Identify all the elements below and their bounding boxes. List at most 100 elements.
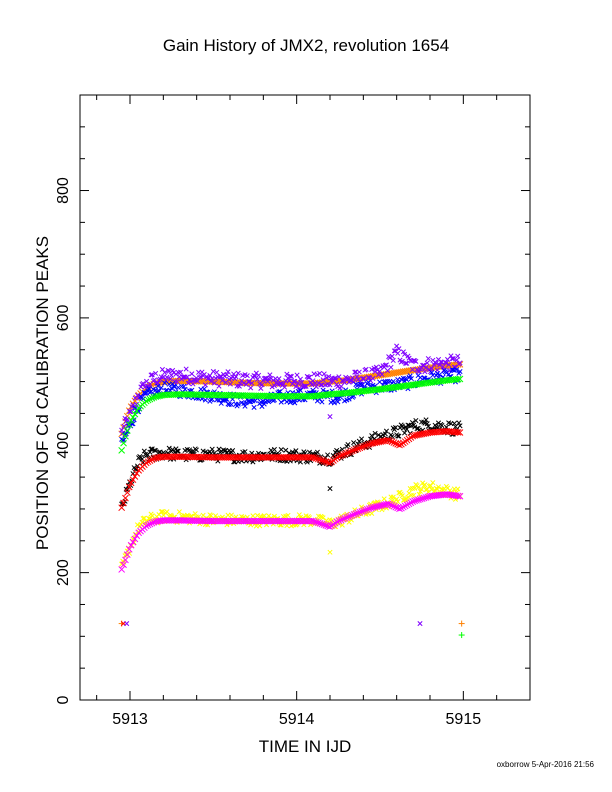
marker-stroke	[306, 374, 313, 380]
marker-stroke	[424, 360, 430, 366]
marker-stroke	[271, 446, 277, 453]
marker-stroke	[270, 377, 276, 383]
scatter-point	[429, 370, 435, 376]
marker-stroke	[377, 368, 383, 374]
marker-stroke	[353, 381, 359, 388]
marker-stroke	[150, 386, 156, 392]
marker-stroke	[146, 386, 152, 392]
scatter-point	[254, 376, 261, 382]
marker-stroke	[159, 509, 165, 515]
marker-stroke	[365, 379, 371, 385]
fit-point	[150, 394, 158, 401]
scatter-point	[292, 400, 298, 406]
scatter-point	[181, 383, 187, 390]
marker-stroke	[228, 512, 234, 518]
marker-stroke	[292, 400, 298, 406]
scatter-point	[356, 369, 362, 375]
marker-stroke	[287, 373, 293, 379]
marker-stroke	[418, 419, 425, 425]
scatter-point	[320, 515, 326, 521]
scatter-point	[147, 449, 153, 455]
fit-point	[392, 440, 400, 447]
marker-stroke	[335, 453, 343, 460]
y-tick-label: 600	[55, 304, 72, 331]
marker-stroke	[361, 376, 367, 382]
marker-stroke	[388, 438, 396, 446]
marker-stroke	[267, 372, 273, 378]
fit-point	[144, 458, 152, 466]
marker-stroke	[450, 367, 456, 373]
marker-stroke	[162, 369, 168, 376]
marker-stroke	[294, 372, 300, 378]
marker-stroke	[166, 445, 172, 451]
marker-stroke	[365, 440, 373, 448]
marker-stroke	[155, 383, 161, 389]
fit-point	[127, 479, 135, 487]
marker-stroke	[331, 400, 337, 406]
marker-stroke	[158, 374, 164, 380]
marker-stroke	[208, 378, 214, 384]
scatter-point	[446, 362, 452, 368]
marker-stroke	[146, 395, 154, 403]
scatter-point	[382, 431, 388, 437]
scatter-point	[382, 362, 388, 368]
marker-stroke	[446, 420, 452, 426]
marker-stroke	[349, 375, 356, 381]
scatter-point	[271, 446, 277, 453]
marker-stroke	[351, 379, 357, 385]
marker-stroke	[377, 379, 383, 385]
marker-stroke	[151, 447, 158, 453]
scatter-point	[354, 374, 360, 380]
marker-stroke	[131, 397, 139, 405]
scatter-point	[222, 448, 228, 454]
marker-stroke	[271, 383, 277, 389]
marker-stroke	[359, 381, 365, 388]
marker-stroke	[222, 448, 228, 454]
scatter-point	[185, 380, 191, 386]
scatter-point	[230, 448, 236, 454]
fit-point	[125, 483, 133, 491]
fit-point	[148, 394, 156, 402]
marker-stroke	[422, 420, 428, 426]
scatter-point	[392, 424, 399, 431]
marker-stroke	[425, 423, 431, 429]
scatter-point	[360, 376, 366, 382]
marker-stroke	[320, 387, 326, 393]
marker-stroke	[456, 375, 464, 383]
fit-point	[144, 396, 152, 404]
scatter-point	[335, 399, 341, 405]
fit-point	[350, 446, 358, 454]
fit-point	[122, 432, 129, 440]
marker-stroke	[131, 410, 139, 418]
y-tick-label: 200	[55, 559, 72, 586]
fit-point	[123, 427, 131, 434]
marker-stroke	[122, 432, 129, 440]
marker-stroke	[256, 372, 262, 378]
marker-stroke	[218, 448, 224, 454]
scatter-point	[175, 384, 181, 391]
marker-stroke	[139, 519, 145, 525]
scatter-point	[450, 355, 456, 362]
marker-stroke	[171, 383, 177, 389]
fit-point	[354, 445, 362, 452]
marker-stroke	[309, 454, 316, 461]
scatter-point	[321, 371, 327, 377]
scatter-point	[153, 370, 159, 376]
marker-stroke	[292, 378, 298, 384]
marker-stroke	[127, 417, 135, 424]
marker-stroke	[356, 369, 362, 375]
scatter-point	[155, 383, 161, 389]
scatter-point	[400, 349, 406, 355]
marker-stroke	[411, 422, 417, 428]
marker-stroke	[133, 469, 141, 477]
scatter-point	[391, 348, 397, 354]
scatter-point	[396, 346, 402, 352]
marker-stroke	[230, 448, 236, 454]
chart-title: Gain History of JMX2, revolution 1654	[162, 36, 450, 55]
marker-stroke	[149, 446, 155, 452]
marker-stroke	[171, 370, 177, 376]
marker-stroke	[233, 374, 239, 380]
marker-stroke	[443, 424, 449, 430]
marker-stroke	[209, 446, 215, 452]
marker-stroke	[360, 382, 366, 388]
